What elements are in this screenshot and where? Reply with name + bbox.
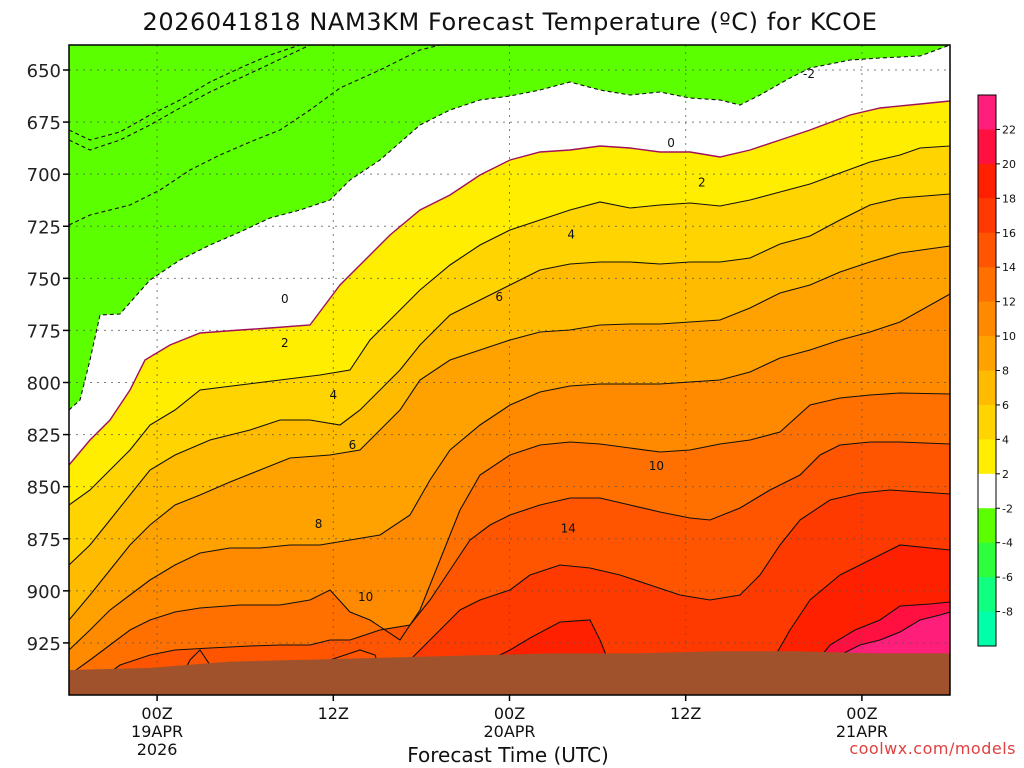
y-tick-label: 750 <box>27 269 61 290</box>
colorbar-label: -4 <box>1002 537 1013 550</box>
x-axis-label: Forecast Time (UTC) <box>407 743 609 767</box>
x-tick-label: 2026 <box>137 740 178 759</box>
colorbar-label: 4 <box>1002 433 1009 446</box>
colorbar-label: 10 <box>1002 330 1016 343</box>
colorbar-swatch <box>978 129 996 165</box>
contour-label: -2 <box>803 67 815 81</box>
colorbar-swatch <box>978 404 996 440</box>
colorbar-swatch <box>978 267 996 303</box>
contour-label: 14 <box>561 521 576 535</box>
x-tick-label: 12Z <box>318 704 349 723</box>
contour-label: 6 <box>495 290 503 304</box>
contour-minus6 <box>69 45 311 151</box>
y-tick-label: 775 <box>27 321 61 342</box>
colorbar-label: -8 <box>1002 606 1013 619</box>
colorbar-label: 20 <box>1002 158 1016 171</box>
contour-2 <box>69 145 950 506</box>
colorbar-label: 2 <box>1002 468 1009 481</box>
colorbar-label: 12 <box>1002 296 1016 309</box>
credit-link[interactable]: coolwx.com/models <box>849 739 1016 758</box>
contour-label: 2 <box>281 336 289 350</box>
y-tick-label: 850 <box>27 478 61 499</box>
colorbar-swatch <box>978 508 996 544</box>
y-tick-label: 925 <box>27 634 61 655</box>
contour-minus2 <box>69 45 950 411</box>
x-tick-label: 20APR <box>483 722 535 741</box>
colorbar-swatch <box>978 336 996 371</box>
colorbar-swatch <box>978 301 996 337</box>
colorbar-label: 8 <box>1002 365 1009 378</box>
colorbar-label: 14 <box>1002 261 1016 274</box>
colorbar: 22 20 18 16 14 12 10 8 6 4 2 -2 -4 -6 -8 <box>977 94 1016 647</box>
colorbar-swatch <box>978 439 996 475</box>
colorbar-swatch <box>978 611 996 647</box>
colorbar-label: 6 <box>1002 399 1009 412</box>
contour-4 <box>69 193 950 566</box>
contour-label: 0 <box>281 292 289 306</box>
y-axis: 650 675 700 725 750 775 800 825 850 875 900 925 <box>27 61 69 655</box>
contour-label: 10 <box>649 459 664 473</box>
contour-6 <box>69 245 950 621</box>
y-tick-label: 825 <box>27 426 61 447</box>
contour-10 <box>69 392 950 676</box>
colorbar-label: -2 <box>1002 502 1013 515</box>
plot-area: -2 0 0 2 2 4 4 6 6 8 10 10 14 <box>69 45 950 695</box>
colorbar-swatch <box>978 232 996 268</box>
colorbar-swatch <box>978 473 996 509</box>
y-tick-label: 700 <box>27 165 61 186</box>
colorbar-swatch <box>978 198 996 234</box>
contour-label: 0 <box>667 136 675 150</box>
contour-label: 4 <box>329 388 337 402</box>
y-tick-label: 900 <box>27 582 61 603</box>
colorbar-label: -6 <box>1002 571 1013 584</box>
y-tick-label: 875 <box>27 530 61 551</box>
contour-0 <box>69 100 950 466</box>
y-tick-label: 650 <box>27 61 61 82</box>
contour-minus4 <box>69 45 441 226</box>
x-tick-label: 19APR <box>131 722 183 741</box>
y-tick-label: 675 <box>27 113 61 134</box>
contour-minus8 <box>69 45 301 141</box>
contour-label: 10 <box>358 590 373 604</box>
chart-title: 2026041818 NAM3KM Forecast Temperature (… <box>142 8 877 36</box>
x-tick-label: 12Z <box>670 704 701 723</box>
colorbar-swatch <box>978 163 996 199</box>
colorbar-swatch <box>978 577 996 613</box>
contour-12 <box>99 441 950 681</box>
contour-label: 2 <box>698 176 706 190</box>
contour-8 <box>69 293 950 651</box>
colorbar-swatch <box>978 95 996 130</box>
x-tick-label: 00Z <box>846 704 877 723</box>
contour-label: 6 <box>349 438 357 452</box>
colorbar-label: 18 <box>1002 192 1016 205</box>
contour-label: 8 <box>315 517 323 531</box>
x-tick-label: 00Z <box>141 704 172 723</box>
colorbar-swatch <box>978 370 996 406</box>
y-tick-label: 725 <box>27 217 61 238</box>
colorbar-label: 22 <box>1002 123 1016 136</box>
y-tick-label: 800 <box>27 374 61 395</box>
contour-14 <box>379 489 950 691</box>
colorbar-swatch <box>978 542 996 578</box>
x-tick-label: 00Z <box>494 704 525 723</box>
terrain-ground <box>69 651 950 695</box>
x-tick-label: 21APR <box>836 722 888 741</box>
contour-labels: -2 0 0 2 2 4 4 6 6 8 10 10 14 <box>281 67 815 604</box>
contour-label: 4 <box>567 228 575 242</box>
colorbar-label: 16 <box>1002 227 1016 240</box>
